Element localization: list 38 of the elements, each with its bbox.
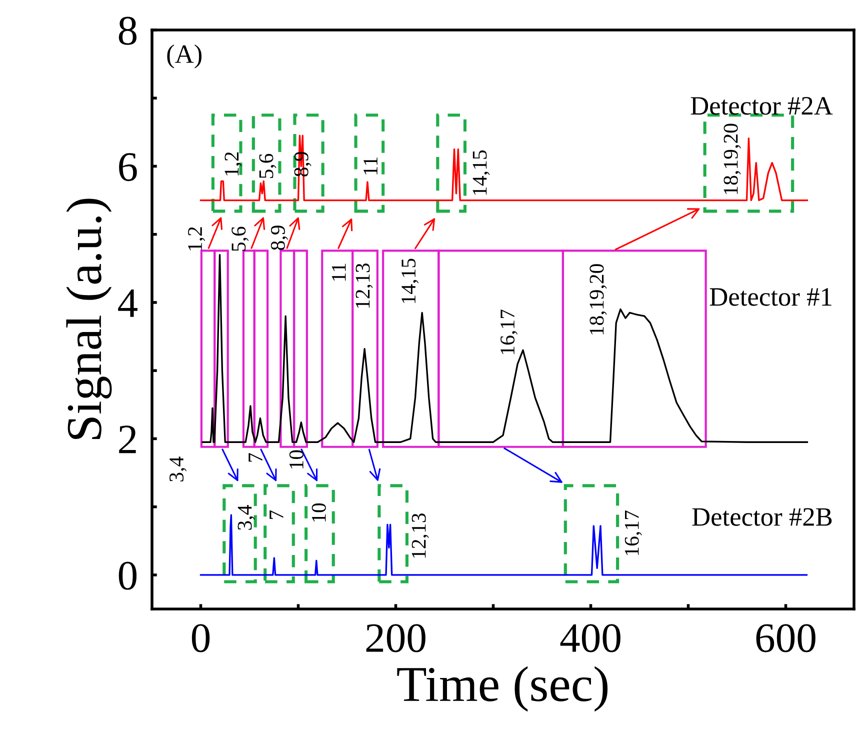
x-axis-title: Time (sec) [397,666,608,712]
annotation: 18,19,20 [590,264,607,334]
annotation: 3,4 [238,505,255,530]
annotation: 1,2 [188,227,206,250]
y-tick-label: 2 [119,426,136,454]
annotation: 10 [289,450,304,468]
series-label: Detector #2A [690,97,833,115]
annotation: 11 [364,157,378,174]
line-series [202,254,808,443]
annotation: (A) [167,44,202,68]
annotation: 16,17 [624,510,642,555]
x-tick-label: 0 [192,624,210,652]
annotation: 18,19,20 [724,124,741,194]
text: Detector #1 [710,288,832,306]
annotation: 14,15 [472,150,490,195]
annotation: 5,6 [232,226,249,251]
annotation: 5,6 [259,154,276,178]
series-label: Detector #2B [692,508,832,526]
annotation: 16,17 [500,310,518,354]
annotation: 7 [248,453,262,462]
x-tick-label: 400 [560,624,620,652]
y-tick-label: 0 [118,562,137,590]
x-tick-label: 200 [366,624,426,652]
x-tick-label: 600 [756,624,816,652]
annotation: 8,9 [294,152,312,176]
annotation: 12,13 [412,513,429,558]
annotation: 10 [312,503,326,522]
y-tick-label: 6 [119,153,137,182]
annotation: 14,15 [402,258,419,303]
annotation: 11 [332,264,346,281]
annotation: 12,13 [356,264,373,308]
y-tick-label: 4 [118,290,138,317]
annotation: 1,2 [224,152,242,176]
annotation: 3,4 [170,456,187,482]
y-tick-label: 8 [118,16,137,45]
y-axis-title: Signal (a.u.) [66,198,112,440]
annotation: 8,9 [270,226,288,250]
annotation: 7 [270,510,284,519]
